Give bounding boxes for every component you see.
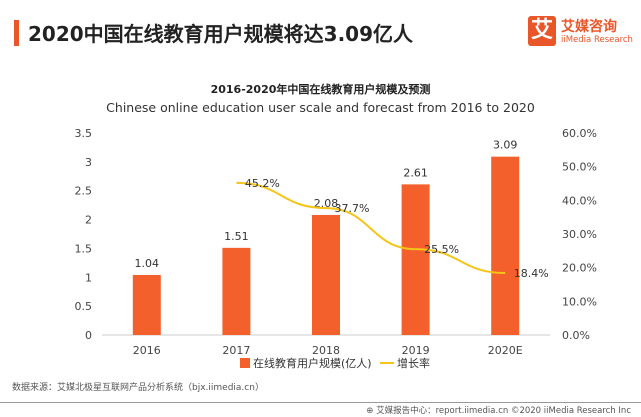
x-tick-label: 2020E bbox=[488, 344, 523, 357]
bar bbox=[491, 156, 520, 335]
line-data-label: 37.7% bbox=[335, 202, 370, 215]
y2-tick-label: 50.0% bbox=[562, 161, 597, 174]
page-title: 2020中国在线教育用户规模将达3.09亿人 bbox=[28, 22, 414, 46]
legend-line-label: 增长率 bbox=[397, 356, 430, 370]
x-tick-label: 2018 bbox=[312, 344, 340, 357]
y2-tick-label: 40.0% bbox=[562, 194, 597, 207]
logo-mark: 艾 bbox=[528, 16, 556, 46]
y-tick-label: 1 bbox=[85, 271, 92, 284]
bar bbox=[401, 184, 430, 335]
bar bbox=[312, 214, 340, 335]
line-data-label: 25.5% bbox=[424, 243, 459, 256]
chart-subtitle: Chinese online education user scale and … bbox=[106, 100, 535, 115]
y2-tick-label: 30.0% bbox=[562, 228, 597, 241]
title-accent-bar bbox=[14, 20, 19, 46]
y-tick-label: 1.5 bbox=[75, 242, 93, 255]
y2-tick-label: 20.0% bbox=[562, 262, 597, 275]
x-tick-label: 2016 bbox=[133, 344, 161, 357]
bar-data-label: 2.61 bbox=[403, 166, 428, 179]
y-tick-label: 2.5 bbox=[75, 185, 93, 198]
y2-tick-label: 60.0% bbox=[562, 127, 597, 140]
bar-data-label: 1.51 bbox=[224, 230, 249, 243]
y-tick-label: 3 bbox=[85, 156, 92, 169]
bar-data-label: 1.04 bbox=[135, 257, 160, 270]
y2-tick-label: 10.0% bbox=[562, 295, 597, 308]
bar bbox=[132, 274, 161, 335]
growth-rate-line bbox=[236, 181, 506, 275]
x-tick-label: 2019 bbox=[402, 344, 430, 357]
line-data-label: 18.4% bbox=[514, 267, 549, 280]
bar-data-label: 3.09 bbox=[493, 139, 518, 152]
y-tick-label: 0 bbox=[85, 329, 92, 342]
bar-data-label: 2.08 bbox=[314, 197, 339, 210]
logo-cn: 艾媒咨询 bbox=[561, 19, 617, 35]
footer-divider bbox=[0, 402, 641, 403]
globe-icon: ⊕ bbox=[366, 406, 377, 416]
legend-bar-label: 在线教育用户规模(亿人) bbox=[253, 356, 372, 370]
y2-tick-label: 0.0% bbox=[562, 329, 590, 342]
bar bbox=[222, 247, 251, 335]
chart-title: 2016-2020年中国在线教育用户规模及预测 bbox=[210, 83, 431, 96]
data-source: 数据来源：艾媒北极星互联网产品分析系统（bjx.iimedia.cn） bbox=[12, 383, 264, 393]
line-data-label: 45.2% bbox=[245, 177, 280, 190]
logo-en: iiMedia Research bbox=[561, 35, 633, 45]
x-tick-label: 2017 bbox=[222, 344, 250, 357]
legend-bar-swatch bbox=[240, 358, 250, 368]
y-tick-label: 3.5 bbox=[75, 127, 93, 140]
y-tick-label: 0.5 bbox=[75, 300, 93, 313]
copyright: ⊕ 艾媒报告中心：report.iimedia.cn ©2020 iiMedia… bbox=[366, 406, 631, 416]
y-tick-label: 2 bbox=[85, 214, 92, 227]
